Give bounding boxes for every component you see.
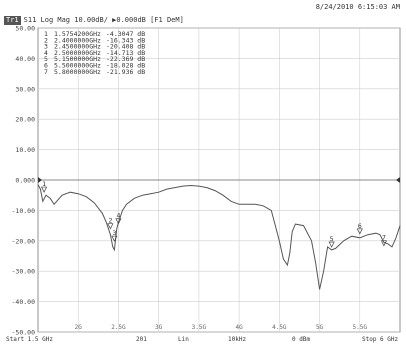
x-tick-label: 5G (316, 324, 324, 331)
y-tick-label: 10.00 (15, 146, 35, 154)
marker-row-num: 4 (44, 49, 48, 57)
marker-row-freq: 1.5754200GHz (54, 30, 101, 38)
y-tick-label: 20.00 (15, 116, 35, 124)
x-tick-label: 4.5G (272, 324, 287, 331)
x-tick-label: 4G (235, 324, 243, 331)
x-axis-labels: 2G 2.5G 3G 3.5G 4G 4.5G 5G 5.5G (75, 324, 368, 331)
marker-point-label: 2 (108, 217, 112, 225)
marker-row-num: 5 (44, 55, 48, 63)
marker-row-freq: 2.4000000GHz (54, 36, 101, 44)
marker-row-num: 1 (44, 30, 48, 38)
marker-row-value: -20.408 dB (106, 43, 145, 51)
marker-point-label: 1 (42, 180, 46, 188)
marker-point-label: 5 (330, 235, 334, 243)
marker-row-value: -22.369 dB (106, 55, 145, 63)
marker-point-label: 7 (382, 234, 386, 242)
if-bandwidth[interactable]: 10kHz (228, 336, 247, 343)
marker-row-freq: 5.5000000GHz (54, 62, 101, 70)
marker-point-label: 6 (358, 222, 362, 230)
marker-row-value: -4.3047 dB (106, 30, 145, 38)
marker-row-freq: 2.4500000GHz (54, 43, 101, 51)
x-tick-label: 2G (75, 324, 83, 331)
stop-frequency[interactable]: Stop 6 GHz (362, 336, 399, 343)
start-frequency[interactable]: Start 1.5 GHz (6, 336, 53, 343)
x-tick-label: 3G (155, 324, 163, 331)
x-tick-label: 2.5G (111, 324, 126, 331)
marker-point-label: 4 (116, 212, 120, 220)
y-tick-label: -30.00 (12, 268, 36, 276)
marker-row-freq: 2.5000000GHz (54, 49, 101, 57)
y-tick-label: -10.00 (12, 207, 36, 215)
marker-table: 1 1.5754200GHz -4.3047 dB 2 2.4000000GHz -16.… (44, 30, 145, 76)
y-tick-label: 50.00 (15, 25, 35, 33)
marker-point (107, 223, 114, 230)
marker-point (328, 241, 335, 248)
marker-row-freq: 5.1500000GHz (54, 55, 101, 63)
marker-row-freq: 5.8000000GHz (54, 68, 101, 76)
marker-row-num: 7 (44, 68, 48, 76)
marker-point (41, 186, 48, 193)
y-tick-label: 40.00 (15, 55, 35, 63)
trace-settings: S11 Log Mag 10.00dB/ ▶0.000dB [F1 DeM] (23, 16, 184, 24)
marker-row-value: -18.028 dB (106, 62, 145, 70)
y-axis-labels: 50.00 40.00 30.00 20.00 10.00 0.000 -10.00 -20.… (12, 25, 36, 337)
y-tick-label: -50.00 (12, 329, 36, 337)
marker-row-value: -16.343 dB (106, 36, 145, 44)
sweep-type[interactable]: Lin (178, 336, 189, 343)
x-tick-label: 3.5G (192, 324, 207, 331)
reference-arrow-right (396, 177, 400, 183)
trace-header[interactable]: Tr1 S11 Log Mag 10.00dB/ ▶0.000dB [F1 De… (4, 15, 184, 25)
y-tick-label: 0.000 (15, 177, 35, 185)
marker-row-num: 3 (44, 43, 48, 51)
trace-badge[interactable]: Tr1 (4, 15, 21, 25)
s11-trace (37, 184, 401, 290)
marker-row-value: -14.713 dB (106, 49, 145, 57)
y-tick-label: -20.00 (12, 237, 36, 245)
y-tick-label: -40.00 (12, 298, 36, 306)
marker-row-num: 2 (44, 36, 48, 44)
sweep-points[interactable]: 201 (136, 336, 147, 343)
marker-row-num: 6 (44, 62, 48, 70)
marker-row-value: -21.936 dB (106, 68, 145, 76)
marker-point (380, 240, 387, 247)
marker-point-label: 3 (112, 229, 116, 237)
marker-point (111, 235, 118, 242)
reference-arrow-left (38, 177, 42, 183)
marker-point (356, 228, 363, 235)
timestamp: 8/24/2010 6:15:03 AM (315, 3, 400, 11)
source-power[interactable]: 0 dBm (292, 336, 311, 343)
x-tick-label: 5.5G (353, 324, 368, 331)
marker-point (115, 218, 122, 225)
y-tick-label: 30.00 (15, 85, 35, 93)
